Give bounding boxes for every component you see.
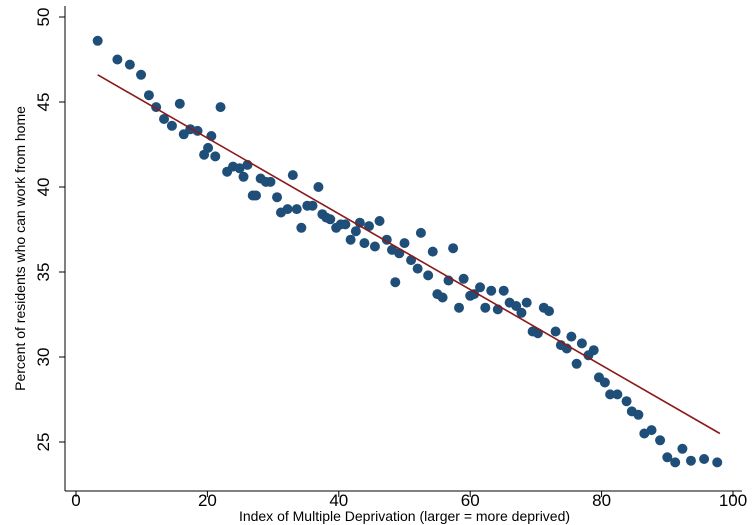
data-point — [486, 285, 497, 296]
data-point — [621, 396, 632, 407]
data-point — [423, 270, 434, 281]
data-point — [677, 443, 688, 454]
data-point — [325, 214, 336, 225]
fit-line — [97, 74, 721, 435]
data-point — [612, 389, 623, 400]
data-point — [571, 358, 582, 369]
data-point — [599, 377, 610, 388]
y-tick-label: 40 — [34, 178, 53, 197]
data-point — [265, 176, 276, 187]
data-point — [124, 59, 135, 70]
data-point — [712, 457, 723, 468]
data-point — [576, 338, 587, 349]
data-point — [374, 216, 385, 226]
data-point — [313, 182, 324, 192]
x-tick-label: 40 — [329, 491, 348, 510]
data-point — [437, 292, 448, 303]
data-point — [521, 297, 532, 308]
data-point — [296, 222, 307, 233]
x-tick-label: 20 — [198, 491, 217, 510]
data-point — [415, 227, 426, 238]
data-point — [427, 246, 438, 257]
x-axis-ticks: 0 20 40 60 80 100 — [71, 491, 747, 510]
data-point — [203, 142, 214, 153]
data-point — [364, 221, 375, 232]
data-point — [272, 192, 283, 203]
data-point — [282, 204, 293, 215]
data-point — [251, 190, 262, 201]
x-tick-label: 60 — [461, 491, 480, 510]
x-tick-label: 100 — [719, 491, 747, 510]
y-tick-label: 30 — [34, 348, 53, 367]
data-point — [566, 331, 577, 342]
data-point — [359, 238, 370, 249]
data-point — [458, 273, 469, 284]
data-point — [685, 455, 696, 466]
data-point — [646, 425, 657, 436]
data-point — [234, 163, 245, 174]
data-point — [166, 120, 177, 131]
data-point — [92, 35, 103, 46]
x-axis-title: Index of Multiple Deprivation (larger = … — [239, 508, 570, 524]
data-point — [550, 326, 561, 337]
data-point — [516, 307, 527, 318]
y-tick-label: 25 — [34, 433, 53, 452]
data-point — [605, 389, 616, 400]
data-point — [291, 204, 302, 215]
y-tick-label: 35 — [34, 263, 53, 282]
data-point — [588, 345, 599, 356]
data-point — [448, 243, 459, 254]
data-point — [215, 102, 226, 113]
data-point — [143, 90, 154, 101]
data-point — [174, 98, 185, 109]
data-points — [92, 35, 723, 468]
y-axis-title: Percent of residents who can work from h… — [12, 106, 28, 391]
data-point — [136, 69, 147, 80]
data-point — [210, 151, 221, 162]
x-tick-label: 0 — [71, 491, 80, 510]
data-point — [475, 282, 486, 293]
data-point — [287, 170, 298, 181]
data-point — [498, 285, 509, 296]
data-point — [511, 301, 522, 311]
data-point — [480, 302, 491, 313]
data-point — [390, 277, 401, 288]
data-point — [544, 306, 555, 317]
data-point — [655, 435, 666, 446]
data-point — [662, 452, 673, 463]
data-point — [369, 241, 380, 252]
y-tick-label: 45 — [34, 93, 53, 112]
data-point — [159, 114, 170, 124]
data-point — [350, 226, 361, 237]
data-point — [340, 219, 351, 230]
data-point — [345, 234, 356, 245]
data-point — [633, 409, 644, 420]
data-point — [112, 54, 123, 65]
y-tick-label: 50 — [34, 8, 53, 27]
data-point — [469, 289, 480, 300]
data-point — [699, 454, 710, 464]
y-axis-ticks: 25 30 35 40 45 50 — [34, 8, 65, 452]
data-point — [670, 457, 681, 468]
x-tick-label: 80 — [592, 491, 611, 510]
data-point — [238, 171, 249, 182]
data-point — [307, 200, 318, 211]
data-point — [412, 263, 423, 274]
data-point — [454, 302, 465, 313]
data-point — [399, 238, 410, 249]
